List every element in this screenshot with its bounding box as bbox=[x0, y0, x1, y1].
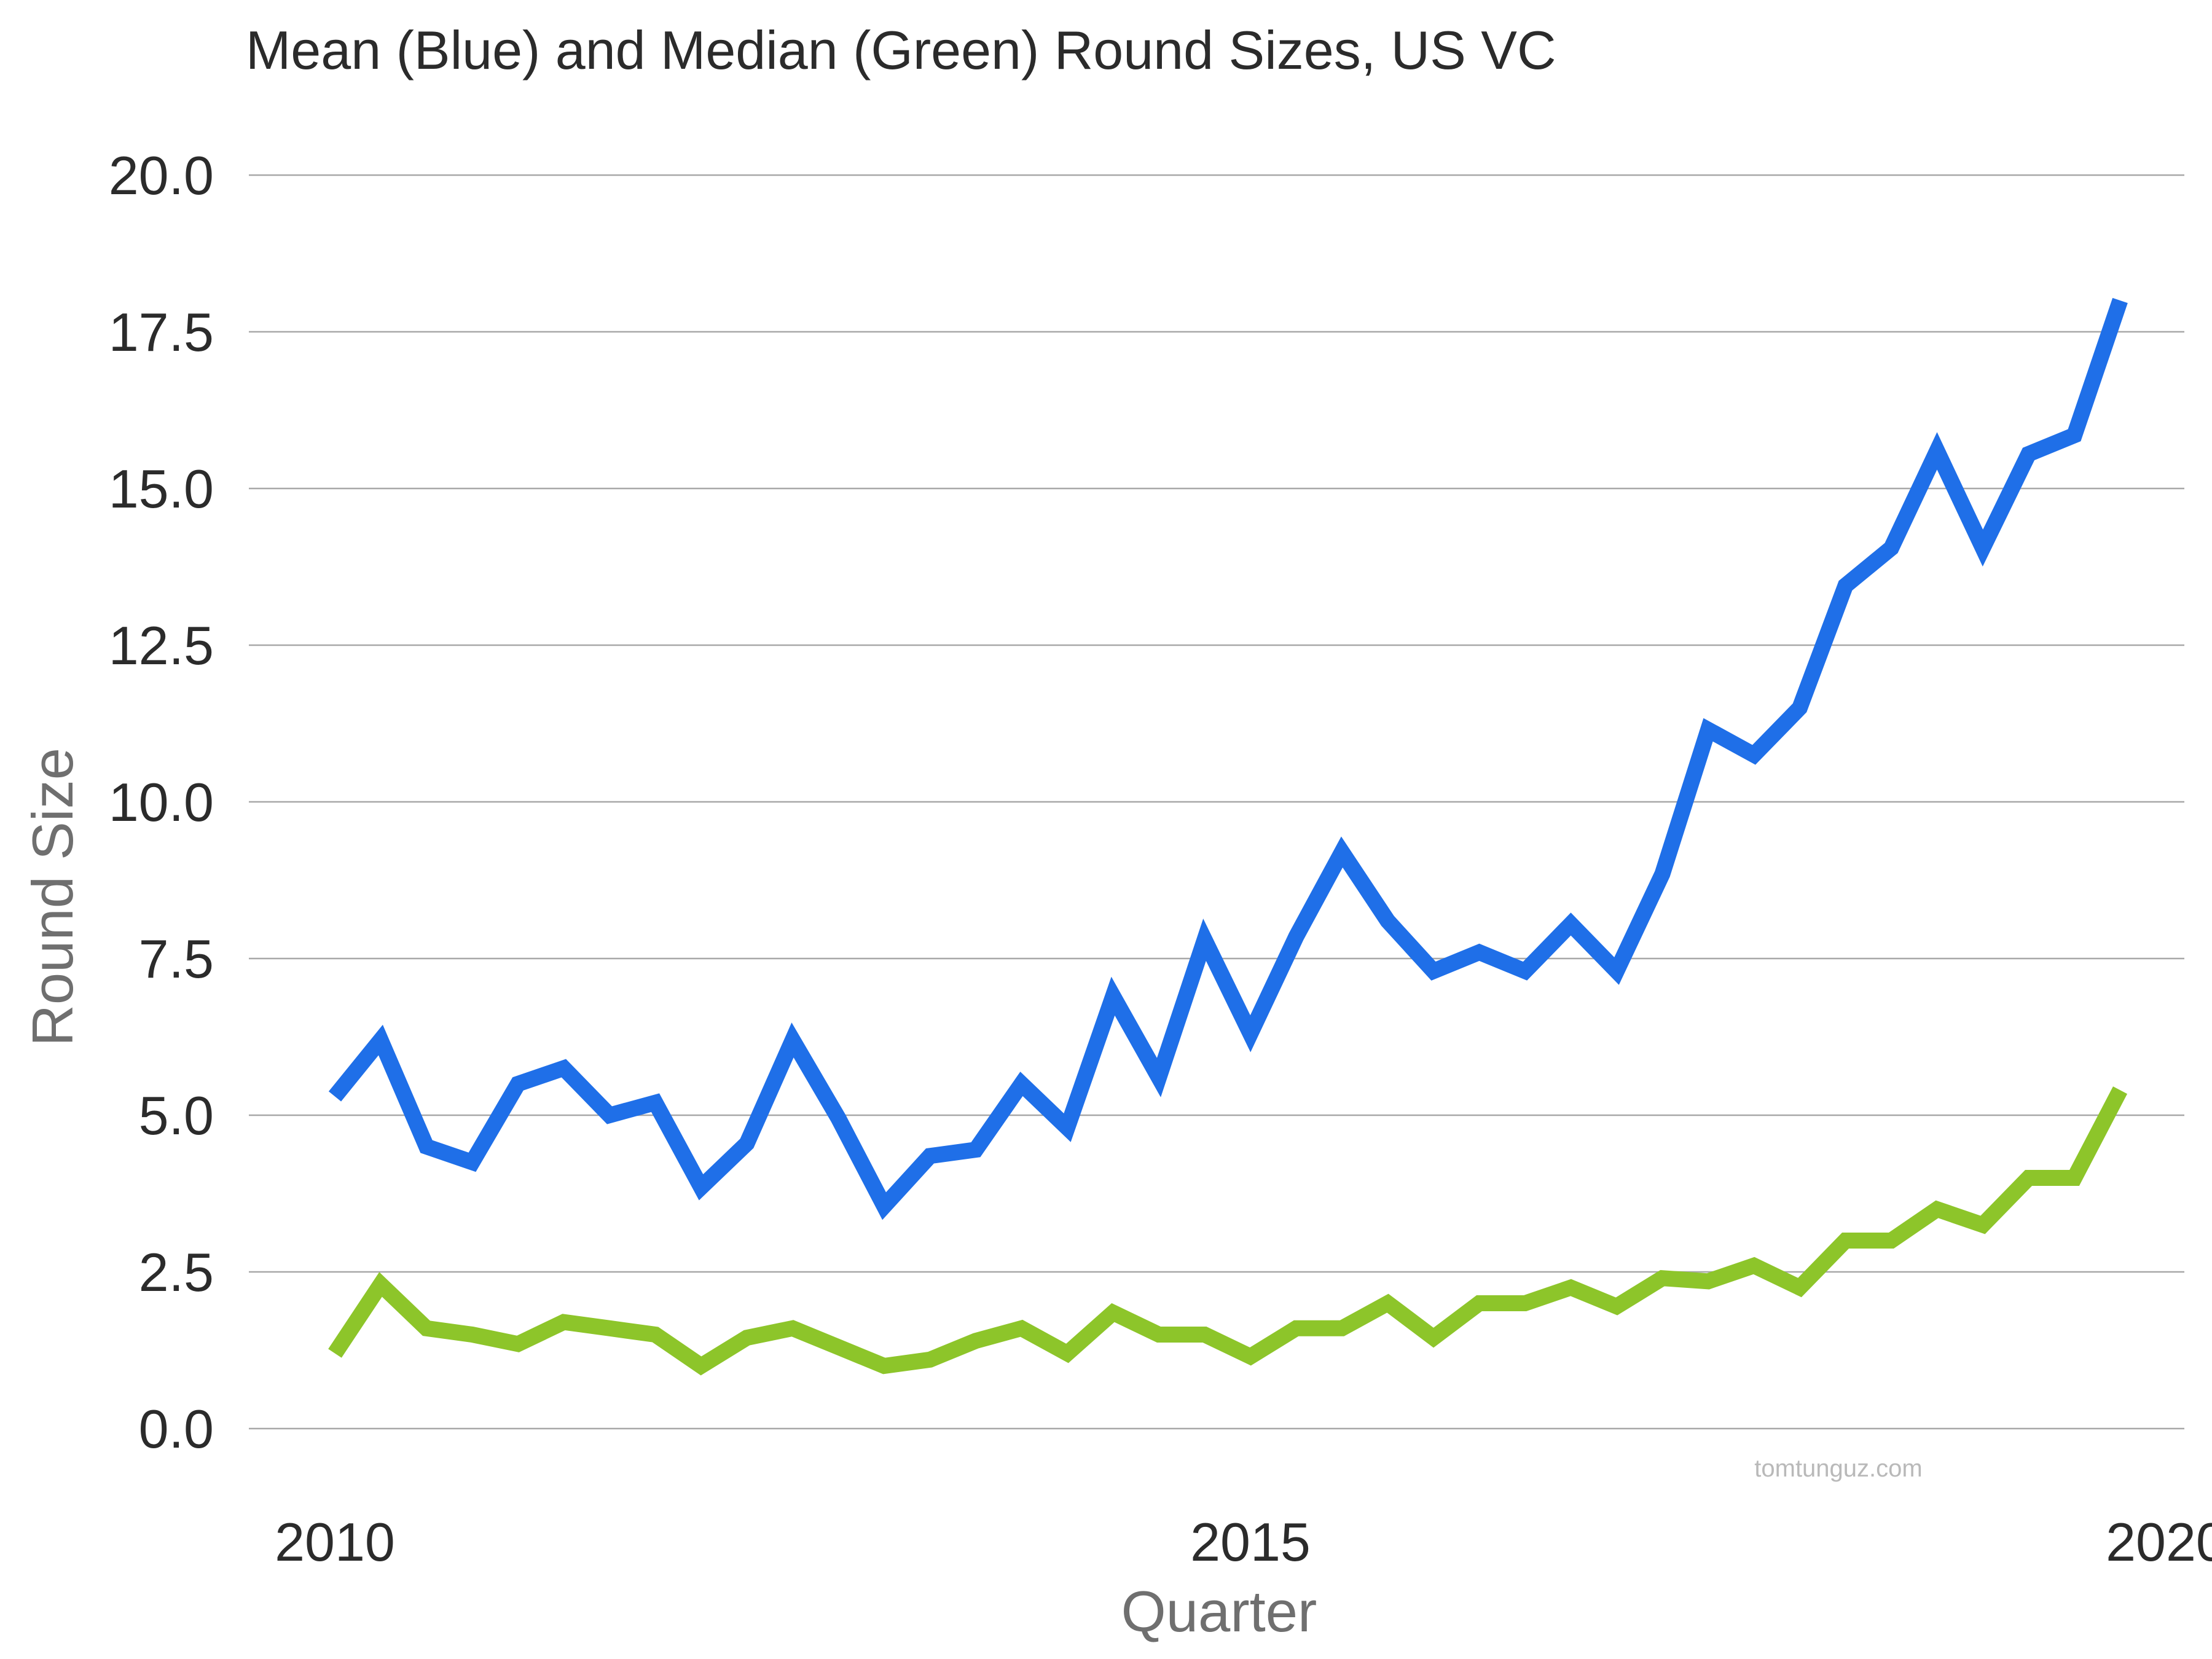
y-tick-label: 15.0 bbox=[109, 458, 214, 519]
series-lines bbox=[328, 297, 2128, 1376]
y-axis-label: Round Size bbox=[20, 748, 85, 1046]
median-series-line bbox=[328, 1086, 2128, 1376]
y-tick-label: 0.0 bbox=[139, 1398, 214, 1459]
gridlines bbox=[249, 174, 2184, 1430]
chart-title: Mean (Blue) and Median (Green) Round Siz… bbox=[246, 20, 1556, 80]
y-tick-label: 7.5 bbox=[139, 928, 214, 989]
y-tick-label: 17.5 bbox=[109, 302, 214, 363]
x-axis-label: Quarter bbox=[1121, 1579, 1317, 1644]
x-axis-ticks: 2010 2015 2020 bbox=[275, 1512, 2212, 1572]
y-tick-label: 2.5 bbox=[139, 1242, 214, 1303]
x-tick-label: 2020 bbox=[2106, 1512, 2212, 1572]
y-axis-ticks: 0.0 2.5 5.0 7.5 10.0 12.5 15.0 17.5 20.0 bbox=[109, 145, 214, 1459]
x-tick-label: 2015 bbox=[1190, 1512, 1311, 1572]
watermark: tomtunguz.com bbox=[1754, 1455, 1922, 1482]
y-tick-label: 10.0 bbox=[109, 772, 214, 833]
y-tick-label: 20.0 bbox=[109, 145, 214, 206]
mean-series-line bbox=[328, 297, 2128, 1220]
x-tick-label: 2010 bbox=[275, 1512, 395, 1572]
y-tick-label: 12.5 bbox=[109, 615, 214, 676]
y-tick-label: 5.0 bbox=[139, 1085, 214, 1146]
